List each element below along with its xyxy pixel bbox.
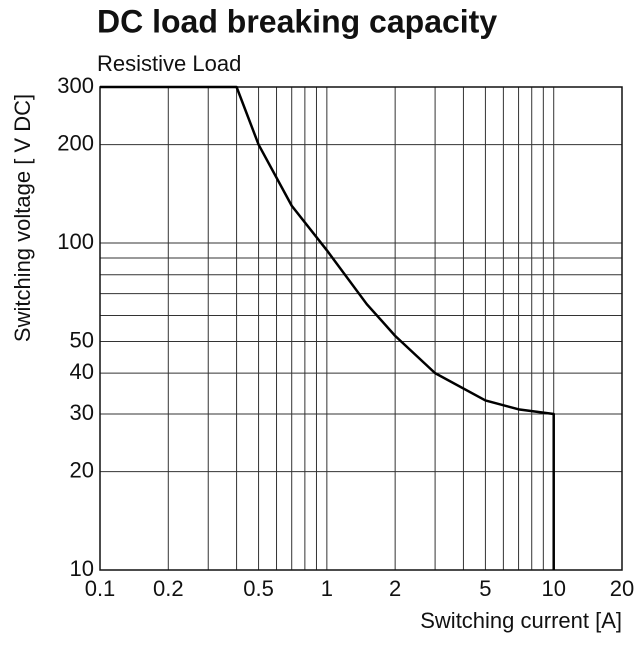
y-tick-label: 40 <box>70 359 94 384</box>
x-tick-label: 10 <box>541 576 565 601</box>
x-axis-label: Switching current [A] <box>420 608 622 633</box>
y-tick-label: 30 <box>70 400 94 425</box>
chart-subtitle: Resistive Load <box>97 51 241 76</box>
y-tick-label: 200 <box>57 130 94 155</box>
y-tick-label: 50 <box>70 327 94 352</box>
plot-frame <box>99 86 623 571</box>
x-tick-label: 2 <box>389 576 401 601</box>
y-tick-label: 10 <box>70 556 94 581</box>
x-tick-label: 0.5 <box>243 576 274 601</box>
x-tick-label: 20 <box>610 576 634 601</box>
chart-title: DC load breaking capacity <box>97 3 497 39</box>
x-tick-label: 0.2 <box>153 576 184 601</box>
y-axis-label: Switching voltage [ V DC] <box>10 94 35 342</box>
y-tick-label: 300 <box>57 73 94 98</box>
x-tick-label: 1 <box>321 576 333 601</box>
x-tick-label: 0.1 <box>85 576 116 601</box>
y-tick-label: 20 <box>70 457 94 482</box>
y-tick-label: 100 <box>57 229 94 254</box>
x-tick-label: 5 <box>479 576 491 601</box>
data-line <box>100 85 555 570</box>
